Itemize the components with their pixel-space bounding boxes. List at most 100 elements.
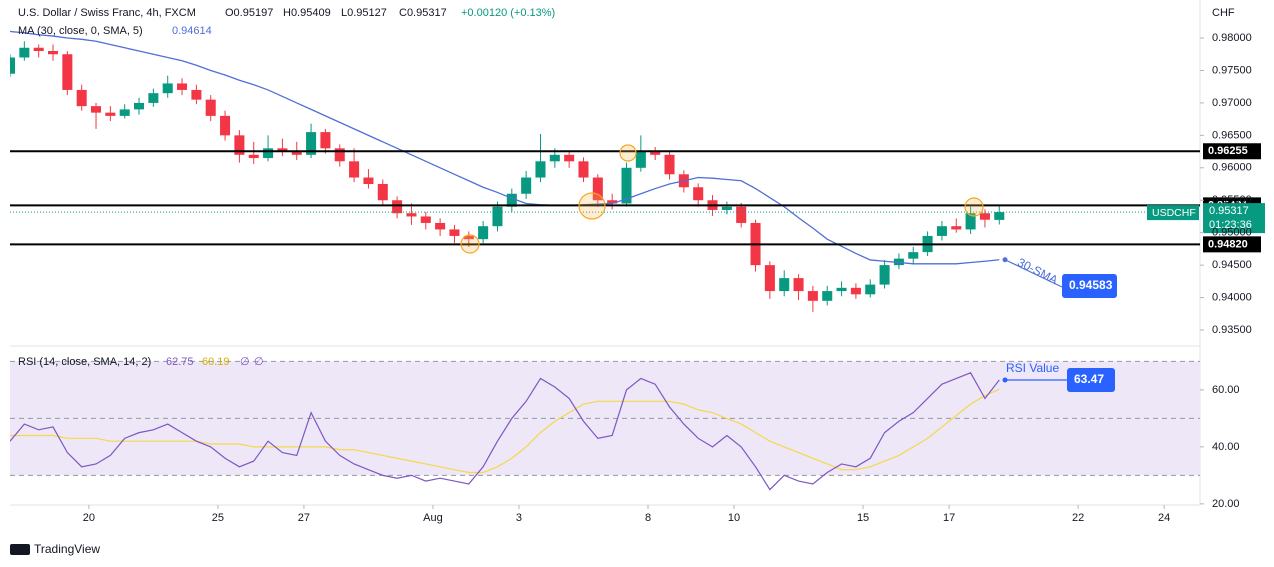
y-tick-label: 0.94000 — [1212, 291, 1252, 303]
candle-body — [377, 184, 388, 201]
candle-body — [693, 187, 704, 201]
candle-body — [435, 222, 446, 230]
candle-body — [506, 193, 517, 207]
candle-body — [779, 278, 790, 292]
level-label-box — [1203, 236, 1261, 253]
candle-body — [392, 200, 403, 214]
candle-body — [33, 47, 44, 52]
candle-body — [62, 54, 73, 90]
header-value: H0.95409 — [283, 7, 331, 19]
candle-body — [406, 213, 417, 217]
candle-body — [879, 265, 890, 285]
candle-body — [291, 151, 302, 155]
candle-body — [492, 206, 503, 227]
candle-body — [19, 47, 30, 58]
rsi-ma-legend-value: 60.19 — [202, 356, 230, 368]
candle-body — [363, 177, 374, 185]
candle-body — [463, 235, 474, 240]
price-label: 0.95317 — [1209, 205, 1249, 217]
x-tick-label: 27 — [298, 512, 310, 524]
candle-body — [220, 115, 231, 136]
sma-callout-box — [1062, 274, 1117, 298]
y-tick-label: 0.98000 — [1212, 32, 1252, 44]
candle-body — [277, 148, 288, 152]
candle-body — [10, 57, 16, 74]
rsi-callout-box — [1067, 368, 1115, 393]
candle-body — [306, 132, 317, 155]
candle-body — [650, 151, 661, 155]
x-tick-label: 22 — [1072, 512, 1084, 524]
brand: TradingView — [34, 542, 100, 556]
rsi-line — [10, 388, 1000, 474]
candle-body — [449, 229, 460, 236]
header-title: U.S. Dollar / Swiss Franc, 4h, FXCM — [18, 7, 196, 19]
y-tick-label: 0.94500 — [1212, 259, 1252, 271]
level-label-box — [1203, 143, 1261, 160]
candle-body — [621, 167, 632, 204]
candle-body — [105, 112, 116, 116]
candle-body — [134, 102, 145, 110]
x-tick-label: 20 — [83, 512, 95, 524]
highlight-circle — [964, 197, 984, 217]
brand-logo — [10, 544, 30, 555]
candle-body — [951, 226, 962, 230]
candle-body — [334, 148, 345, 162]
highlight-circle — [578, 192, 606, 220]
candle-body — [263, 148, 274, 159]
countdown: 01:23:36 — [1209, 219, 1252, 231]
symbol-box — [1147, 205, 1199, 221]
candle-body — [850, 287, 861, 295]
candle-body — [736, 206, 747, 223]
candle-body — [836, 287, 847, 292]
candle-body — [47, 51, 59, 55]
sma-callout-line — [1004, 259, 1063, 288]
y-tick-label: 0.95000 — [1212, 227, 1252, 239]
y-tick-label: 0.97000 — [1212, 97, 1252, 109]
header-value: +0.00120 (+0.13%) — [461, 7, 555, 19]
candle-body — [76, 89, 87, 107]
candle-body — [191, 89, 202, 100]
candle-body — [721, 206, 732, 210]
candle-body — [822, 291, 833, 301]
x-tick-label: 24 — [1158, 512, 1170, 524]
x-tick-label: 10 — [728, 512, 740, 524]
null-mark: ∅ — [254, 356, 264, 368]
candle-body — [148, 93, 159, 103]
candle-body — [635, 151, 646, 168]
candle-body — [908, 252, 919, 259]
y-tick-label: 40.00 — [1212, 441, 1240, 453]
candle-body — [91, 106, 102, 113]
rsi-callout-value: 63.47 — [1074, 372, 1104, 386]
candle-body — [607, 200, 618, 204]
candle-body — [979, 213, 990, 220]
x-tick-label: 3 — [516, 512, 522, 524]
candle-body — [936, 226, 947, 236]
highlight-circle — [460, 234, 480, 254]
candle-body — [793, 278, 804, 292]
candle-body — [162, 83, 173, 94]
candle-body — [248, 154, 259, 159]
x-tick-label: 17 — [943, 512, 955, 524]
candle-body — [535, 161, 546, 178]
highlight-circle — [619, 144, 637, 162]
header-value: L0.95127 — [341, 7, 387, 19]
header-value: C0.95317 — [399, 7, 447, 19]
rsi-label: RSI (14, close, SMA, 14, 2) — [18, 356, 151, 368]
candle-body — [521, 177, 532, 194]
candle-body — [478, 226, 489, 240]
y-tick-label: 0.97500 — [1212, 64, 1252, 76]
y-tick-label: 20.00 — [1212, 498, 1240, 510]
candle-body — [119, 109, 130, 116]
candle-body — [205, 99, 216, 116]
ma-value: 0.94614 — [172, 25, 212, 37]
x-tick-label: 15 — [857, 512, 869, 524]
symbol: USDCHF — [1152, 207, 1196, 219]
x-tick-label: 8 — [645, 512, 651, 524]
sma-line — [10, 30, 1000, 265]
currency: CHF — [1212, 7, 1235, 19]
sma-callout-value: 0.94583 — [1069, 278, 1113, 292]
candle-body — [549, 154, 560, 162]
candle-body — [564, 154, 575, 162]
candle-body — [234, 135, 245, 155]
y-tick-label: 0.93500 — [1212, 324, 1252, 336]
